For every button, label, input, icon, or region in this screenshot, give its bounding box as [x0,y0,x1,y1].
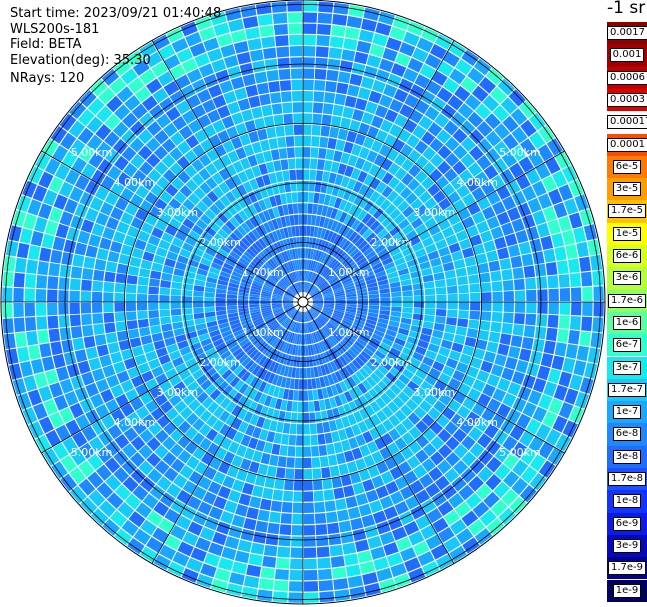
colorbar-level: 1.7e-8 [607,468,647,491]
colorbar-level-label: 3e-8 [612,449,642,464]
colorbar-level: 3e-5 [607,178,647,201]
colorbar-level: 0.00017 [607,111,647,134]
colorbar-level-label: 6e-6 [612,249,642,263]
colorbar-level-label: 1.7e-9 [607,561,647,576]
elevation-label: Elevation(deg): 35.30 [10,53,151,68]
azimuth-spoke [41,301,304,454]
azimuth-spoke [302,301,565,454]
range-ring-label: 5.00km [71,446,113,459]
azimuth-spoke [302,40,455,303]
colorbar-level: 1e-8 [607,490,647,513]
range-ring-label: 2.00km [371,356,413,369]
colorbar-level-label: 6e-8 [612,427,642,442]
colorbar-level-label: 3e-5 [612,182,642,197]
colorbar-level: 1e-9 [607,579,647,602]
colorbar-level: 0.0006 [607,66,647,89]
instrument-label: WLS200s-181 [10,22,100,37]
colorbar-level: 6e-7 [607,334,647,357]
colorbar-level-label: 0.001 [609,48,645,63]
azimuth-spoke [302,301,455,564]
colorbar-level-label: 1e-6 [612,315,642,330]
colorbar-level-label: 1.7e-5 [607,204,647,219]
range-ring-label: 2.00km [371,236,413,249]
colorbar-level: 1e-7 [607,401,647,424]
colorbar-level-label: 0.0001 [607,137,647,152]
range-ring-label: 5.00km [71,146,113,159]
colorbar-level: 0.001 [607,44,647,67]
colorbar-level-label: 6e-9 [612,516,642,531]
colorbar-level: 1e-6 [607,311,647,335]
colorbar-level: 0.0001 [607,133,647,156]
colorbar-level: 1.7e-6 [607,289,647,312]
colorbar-level-label: 0.0006 [607,70,647,85]
colorbar-level: 6e-5 [607,155,647,179]
colorbar-level-label: 1.7e-6 [607,293,647,308]
range-ring-label: 1.00km [242,266,284,279]
colorbar-level: 3e-9 [607,534,647,558]
colorbar-level-label: 1.7e-7 [607,382,647,397]
range-ring-label: 4.00km [456,416,498,429]
colorbar-level-label: 1.7e-8 [607,472,647,486]
range-ring-label: 5.00km [499,446,541,459]
colorbar-level-label: 1e-7 [612,405,642,420]
colorbar-unit: -1 sr [607,0,646,18]
colorbar-level-label: 0.0003 [607,92,647,107]
colorbar-level-label: 1e-5 [612,226,642,241]
colorbar-level-label: 3e-7 [612,360,642,375]
colorbar-level: 1e-5 [607,222,647,245]
azimuth-spoke [302,150,565,303]
range-ring-label: 5.00km [499,146,541,159]
radar-center-marker [297,296,309,308]
colorbar-level-label: 0.00017 [607,115,647,130]
colorbar-level: 0.0017 [607,22,647,45]
range-ring-label: 4.00km [456,176,498,189]
colorbar-level: 1.7e-5 [607,200,647,223]
colorbar-level: 3e-6 [607,267,647,290]
colorbar-level: 0.0003 [607,88,647,112]
colorbar-level-label: 0.0017 [607,26,647,40]
colorbar-level-label: 6e-7 [612,338,642,353]
range-ring-label: 2.00km [199,356,241,369]
colorbar-level-label: 6e-5 [612,159,642,174]
colorbar-level: 6e-6 [607,245,647,268]
colorbar: -1 sr 0.0017 0.001 0.0006 0.0003 0.00017 0.00… [607,0,647,607]
range-ring-label: 1.00km [242,326,284,339]
range-ring-label: 3.00km [156,206,198,219]
colorbar-level: 3e-8 [607,445,647,468]
colorbar-level: 6e-9 [607,512,647,535]
colorbar-level: 6e-8 [607,423,647,446]
colorbar-level-label: 1e-8 [612,494,642,509]
colorbar-level: 1.7e-7 [607,378,647,402]
range-ring-label: 4.00km [114,176,156,189]
colorbar-level-label: 3e-9 [612,538,642,553]
azimuth-spoke [151,40,304,303]
colorbar-level: 1.7e-9 [607,557,647,580]
range-ring-label: 3.00km [414,206,456,219]
nrays-label: NRays: 120 [10,71,85,86]
range-ring-label: 4.00km [114,416,156,429]
azimuth-spoke [151,301,304,564]
azimuth-spoke [41,150,304,303]
ppi-scan-plot: 1.00km 1.00km 1.00km 1.00km 2.00km 2.00km 2.00… [0,0,606,605]
range-ring-label: 2.00km [199,236,241,249]
range-ring-label: 3.00km [414,386,456,399]
colorbar-level-label: 1e-9 [612,583,642,598]
colorbar-level: 3e-7 [607,356,647,379]
range-ring-label: 1.00km [328,266,370,279]
range-ring-label: 3.00km [156,386,198,399]
field-label: Field: BETA [10,37,82,52]
colorbar-level-label: 3e-6 [612,271,642,286]
range-ring-label: 1.00km [328,326,370,339]
start-time-label: Start time: 2023/09/21 01:40:48 [10,6,222,21]
